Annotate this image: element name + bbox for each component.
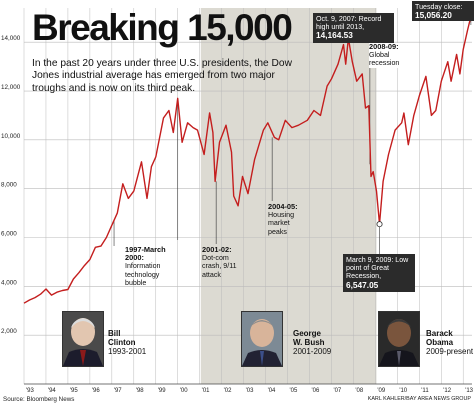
president-first-name: Bill — [108, 329, 121, 338]
annotation-recession-2008: 2008-09: Global recession — [369, 42, 419, 68]
obama-portrait-photo — [378, 311, 420, 367]
president-label-clinton: Bill Clinton 1993-2001 — [108, 329, 146, 357]
president-years: 2009-present — [426, 347, 474, 357]
y-tick-label: 6,000 — [1, 231, 17, 238]
x-tick-label: '07 — [333, 388, 341, 394]
president-last-name: W. Bush — [293, 338, 325, 348]
annotation-housing-date: 2004-05: — [268, 202, 298, 211]
annotation-peak-date: Oct. 9, 2007: — [316, 15, 359, 23]
x-tick-label: '05 — [290, 388, 298, 394]
president-last-name: Clinton — [108, 338, 136, 348]
annotation-bubble-text: Information technology bubble — [125, 262, 161, 287]
annotation-close-date: Tuesday close: — [415, 3, 463, 11]
x-tick-label: '94 — [48, 388, 56, 394]
x-tick-label: '12 — [443, 388, 451, 394]
x-tick-label: '99 — [158, 388, 166, 394]
intro-text: In the past 20 years under three U.S. pr… — [32, 58, 292, 94]
annotation-housing-2004: 2004-05: Housing market peaks — [268, 202, 310, 236]
annotation-recession-date: 2008-09: — [369, 42, 399, 51]
annotation-close-2013: Tuesday close: 15,056.20 — [412, 1, 474, 22]
x-tick-label: '01 — [202, 388, 210, 394]
president-label-bush: George W. Bush 2001-2009 — [293, 329, 331, 357]
x-tick-label: '13 — [465, 388, 473, 394]
annotation-crash-date: 2001-02: — [202, 245, 232, 254]
x-tick-label: '98 — [136, 388, 144, 394]
y-tick-label: 14,000 — [1, 35, 21, 42]
annotation-bubble-date: 1997-March 2000: — [125, 245, 166, 263]
bush-portrait-photo — [241, 311, 283, 367]
annotation-low-2009: March 9, 2009: Low point of Great Recess… — [343, 254, 415, 292]
annotation-bubble-1997: 1997-March 2000: Information technology … — [125, 245, 181, 287]
x-tick-label: '10 — [399, 388, 407, 394]
data-point-marker — [376, 221, 383, 228]
headline: Breaking 15,000 — [32, 7, 293, 48]
annotation-low-text: Low point of Great Recession, — [346, 256, 409, 281]
y-tick-label: 2,000 — [1, 328, 17, 335]
x-tick-label: '04 — [268, 388, 276, 394]
x-tick-label: '96 — [92, 388, 100, 394]
y-tick-label: 8,000 — [1, 182, 17, 189]
annotation-close-value: 15,056.20 — [415, 10, 452, 21]
x-tick-label: '93 — [26, 388, 34, 394]
x-tick-label: '06 — [311, 388, 319, 394]
x-tick-label: '02 — [224, 388, 232, 394]
annotation-recession-text: Global recession — [369, 51, 400, 68]
annotation-peak-2007: Oct. 9, 2007: Record high until 2013, 14… — [313, 13, 394, 43]
x-tick-label: '03 — [246, 388, 254, 394]
y-tick-label: 12,000 — [1, 84, 21, 91]
x-tick-label: '95 — [70, 388, 78, 394]
president-first-name: Barack — [426, 329, 453, 338]
annotation-crash-text: Dot-com crash, 9/11 attack — [202, 254, 237, 279]
president-years: 1993-2001 — [108, 347, 147, 357]
annotation-low-value: 6,547.05 — [346, 279, 379, 290]
x-tick-label: '97 — [114, 388, 122, 394]
x-tick-label: '08 — [355, 388, 363, 394]
annotation-peak-value: 14,164.53 — [316, 30, 353, 41]
president-first-name: George — [293, 329, 322, 338]
y-tick-label: 10,000 — [1, 133, 21, 140]
x-tick-label: '09 — [377, 388, 385, 394]
x-tick-label: '11 — [421, 388, 429, 394]
annotation-housing-text: Housing market peaks — [268, 211, 295, 236]
president-years: 2001-2009 — [293, 347, 332, 357]
annotation-peak-text: Record high until 2013, — [316, 15, 382, 32]
y-tick-label: 4,000 — [1, 279, 17, 286]
dow-series-line — [23, 16, 472, 304]
president-label-obama: Barack Obama 2009-present — [426, 329, 473, 357]
credit-note: KARL KAHLER/BAY AREA NEWS GROUP — [367, 396, 471, 402]
annotation-low-date: March 9, 2009: — [346, 256, 396, 264]
president-last-name: Obama — [426, 338, 454, 348]
clinton-portrait-photo — [62, 311, 104, 367]
source-note: Source: Bloomberg News — [3, 396, 75, 403]
x-tick-label: '00 — [180, 388, 188, 394]
shaded-presidency-band — [200, 8, 377, 384]
annotation-crash-2001: 2001-02: Dot-com crash, 9/11 attack — [202, 245, 242, 279]
